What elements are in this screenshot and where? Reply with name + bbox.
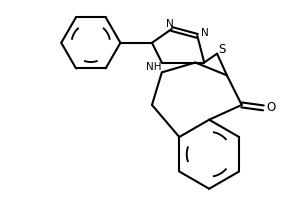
Text: S: S (218, 43, 226, 56)
Text: N: N (201, 28, 209, 38)
Text: O: O (267, 101, 276, 114)
Text: NH: NH (146, 62, 162, 72)
Text: N: N (166, 19, 174, 29)
